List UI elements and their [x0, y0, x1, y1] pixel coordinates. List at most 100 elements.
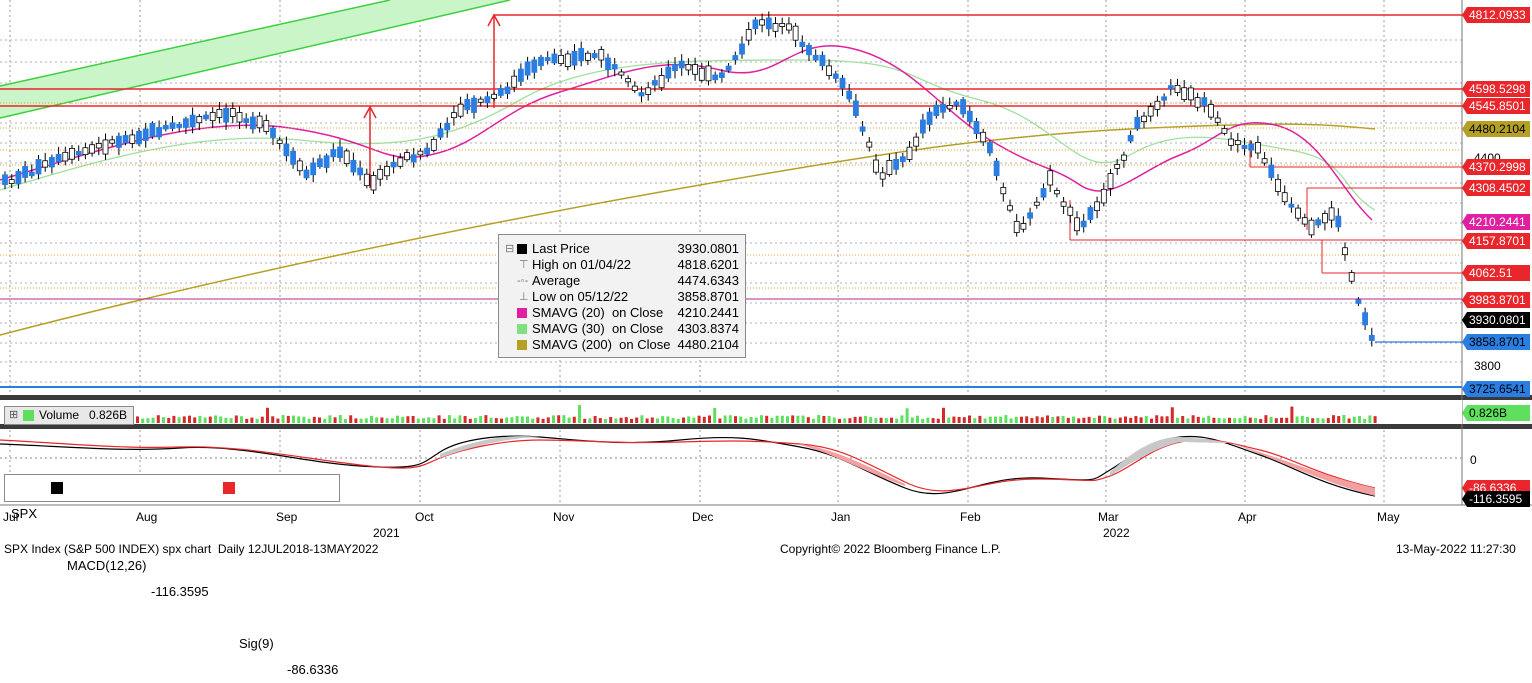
candle-body — [1308, 219, 1315, 236]
volume-bar — [1311, 418, 1315, 423]
candle-body — [531, 59, 538, 73]
volume-bar — [999, 416, 1003, 423]
volume-bar — [1238, 418, 1242, 423]
volume-bar — [1014, 416, 1018, 423]
candle-body — [920, 119, 926, 134]
volume-bar — [494, 418, 498, 423]
candle-body — [1301, 217, 1308, 225]
candle-body — [1201, 97, 1208, 107]
price-tag-bg — [1462, 98, 1530, 114]
volume-label: Volume — [39, 408, 80, 422]
candle-body — [1315, 219, 1322, 226]
candle-body — [223, 107, 230, 123]
candle-body — [544, 57, 551, 61]
candle-body — [122, 135, 129, 144]
y-tick-3800: 3800 — [1474, 359, 1501, 373]
volume-bar — [583, 418, 587, 423]
volume-bar — [312, 416, 316, 423]
candle-body — [672, 64, 678, 72]
candle-body — [263, 120, 270, 132]
candle-body — [719, 72, 725, 78]
candle-body — [524, 61, 531, 76]
volume-bar — [853, 416, 857, 423]
volume-bar — [1243, 415, 1247, 423]
volume-bar — [1020, 416, 1023, 423]
candle-body — [658, 75, 665, 89]
macd-hist-positive — [440, 436, 540, 458]
volume-bar — [250, 417, 254, 423]
candle-body — [276, 139, 283, 144]
candle-body — [913, 136, 920, 147]
volume-bar — [734, 416, 737, 423]
volume-bar — [796, 415, 800, 423]
volume-bar — [905, 408, 909, 423]
volume-bar — [1082, 417, 1086, 423]
volume-bar — [1072, 416, 1075, 423]
price-tag-label: 4812.0933 — [1469, 8, 1526, 22]
candle-body — [618, 71, 625, 76]
candle-body — [303, 169, 310, 179]
candle-body — [437, 128, 444, 138]
volume-bar — [406, 416, 410, 423]
collapse-icon[interactable]: ⊟ — [505, 243, 515, 255]
x-month-apr: Apr — [1238, 510, 1257, 524]
x-month-feb: Feb — [960, 510, 981, 524]
candle-body — [182, 118, 189, 128]
volume-bar — [370, 415, 373, 423]
horizontal-levels — [0, 13, 1462, 388]
candle-body — [1054, 190, 1060, 195]
candle-body — [1141, 115, 1147, 123]
price-tag: 4210.2441 — [1462, 214, 1530, 230]
volume-bar — [1155, 415, 1159, 423]
volume-bar — [167, 417, 171, 423]
candle-body — [752, 19, 759, 30]
volume-bar — [775, 415, 779, 423]
price-tag-bg — [1462, 292, 1530, 308]
expand-icon[interactable]: ⊞ — [9, 409, 19, 421]
volume-bar — [260, 416, 264, 423]
sma200-swatch — [517, 340, 527, 350]
volume-bar — [500, 418, 503, 423]
candle-body — [49, 157, 55, 168]
volume-bar — [562, 415, 566, 423]
signal-swatch — [223, 482, 235, 494]
price-tag: 4062.51 — [1462, 265, 1530, 281]
volume-bar — [754, 417, 758, 423]
candle-body — [799, 41, 806, 47]
volume-bar — [271, 416, 275, 423]
volume-bar — [240, 416, 243, 423]
candle-body — [1275, 178, 1281, 192]
price-tag: 4545.8501 — [1462, 98, 1530, 114]
volume-bar — [1035, 416, 1039, 423]
volume-bar — [988, 416, 992, 423]
candle-body — [62, 151, 69, 162]
candle-body — [42, 160, 49, 168]
volume-bar — [588, 418, 592, 423]
volume-bar — [640, 415, 644, 423]
candle-body — [879, 172, 886, 180]
volume-bar — [1306, 416, 1309, 423]
volume-bar — [962, 417, 966, 423]
volume-bar — [177, 417, 181, 423]
candle-body — [812, 54, 819, 61]
volume-bar — [838, 418, 841, 423]
candle-body — [169, 122, 176, 129]
volume-bar — [864, 415, 867, 423]
volume-bar — [1004, 415, 1008, 423]
volume-bar — [307, 418, 311, 423]
sma200-line — [0, 123, 1376, 336]
volume-bar — [931, 418, 935, 423]
volume-bar — [1217, 417, 1221, 423]
legend-sma20: SMAVG (20) on Close 4210.2441 — [499, 305, 745, 321]
volume-bar — [780, 415, 784, 423]
volume-bar — [947, 417, 951, 423]
volume-bar — [791, 415, 795, 423]
volume-bar — [349, 415, 353, 423]
price-tag-label: 4157.8701 — [1469, 234, 1526, 248]
price-tag-label: 3858.8701 — [1469, 335, 1526, 349]
volume-bar — [1108, 417, 1112, 423]
volume-bar — [879, 417, 883, 423]
volume-bar — [427, 417, 431, 423]
candle-body — [973, 120, 980, 134]
average-marker-icon: -◦- — [517, 275, 529, 287]
